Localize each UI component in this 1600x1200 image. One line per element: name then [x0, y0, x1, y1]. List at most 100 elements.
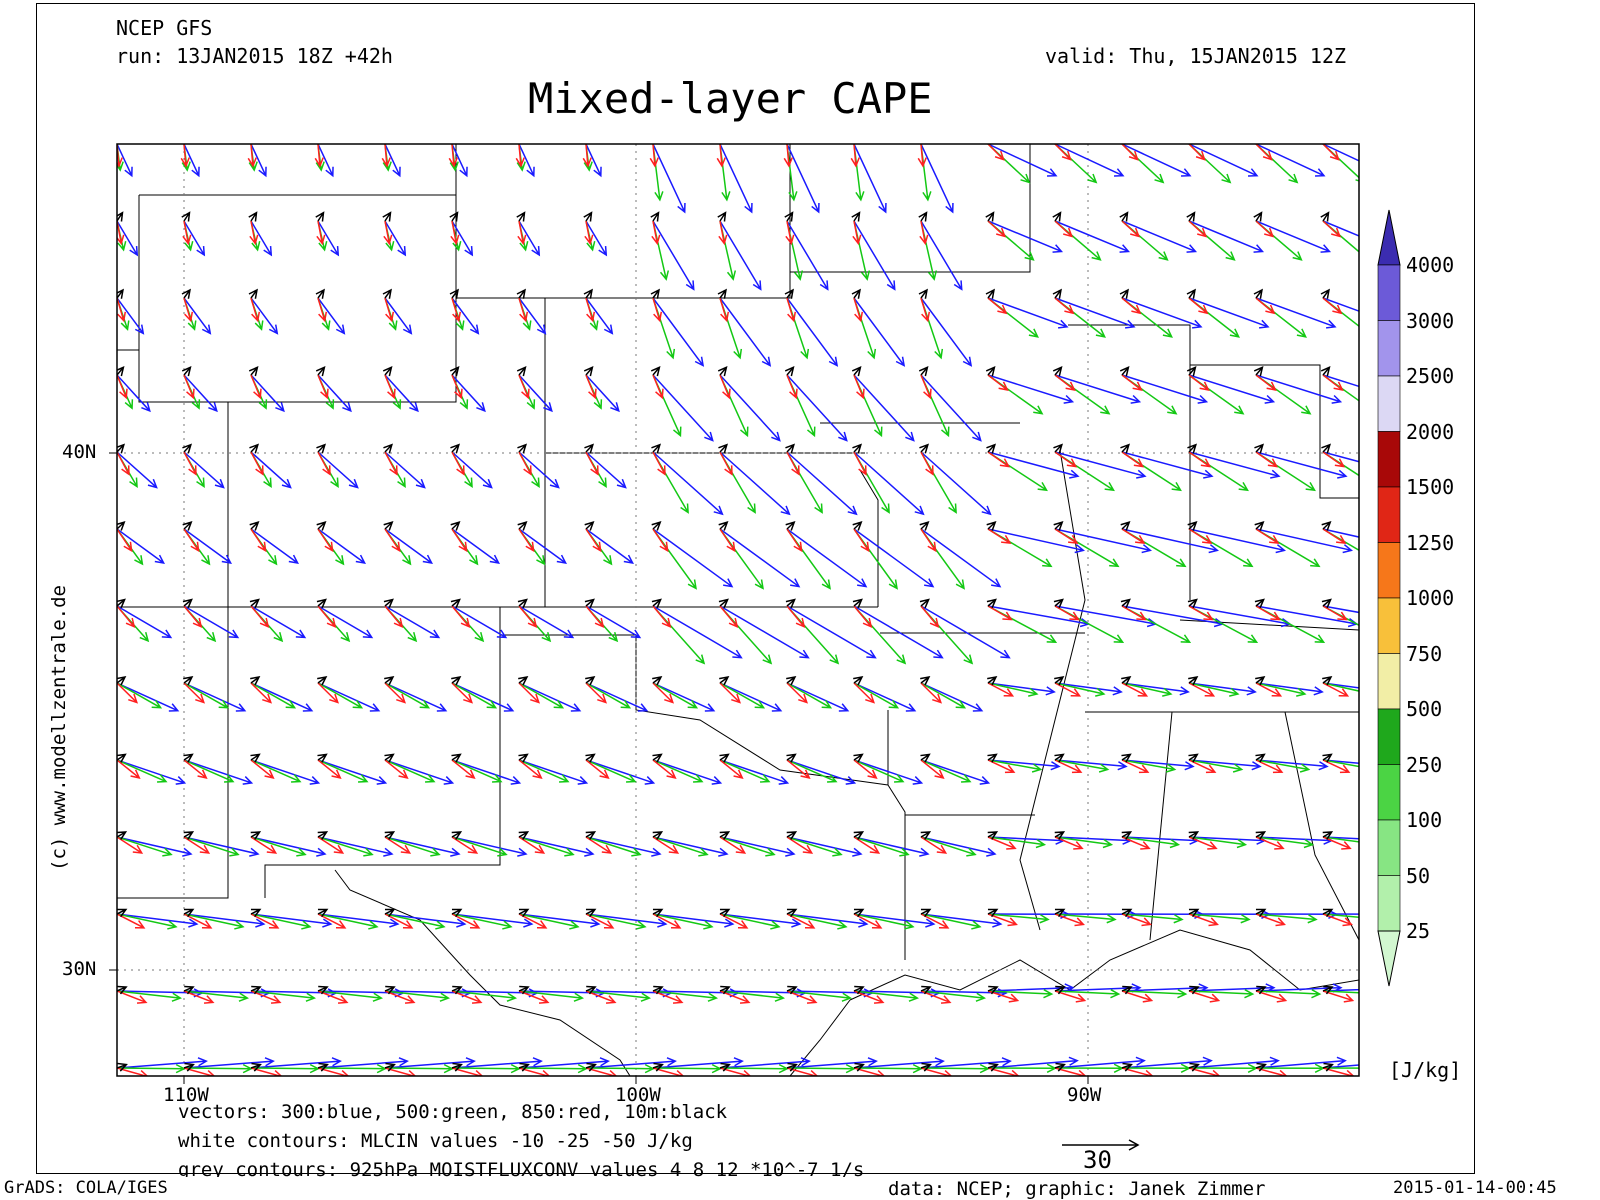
wind-arrow: [585, 831, 597, 840]
wind-arrow: [1188, 1056, 1280, 1069]
wind-arrow: [787, 144, 793, 145]
wind-arrow: [853, 297, 864, 323]
wind-arrow: [518, 985, 530, 995]
wind-arrow: [651, 443, 661, 454]
wind-arrow: [518, 451, 532, 476]
wind-arrow: [784, 211, 794, 222]
footer-timestamp: 2015-01-14-00:45: [1393, 1178, 1557, 1198]
colorbar-level-label: 1250: [1406, 530, 1455, 555]
wind-arrow: [1255, 528, 1280, 544]
wind-arrow: [1188, 989, 1255, 999]
wind-arrow: [987, 451, 1011, 468]
wind-arrow: [852, 520, 863, 531]
wind-arrow: [1255, 374, 1343, 404]
wind-arrow: [1255, 297, 1276, 315]
wind-arrow: [519, 144, 525, 145]
wind-arrow: [317, 605, 337, 629]
wind-arrow: [785, 443, 795, 454]
wind-arrow: [250, 1057, 342, 1069]
wind-arrow: [249, 220, 259, 246]
wind-arrow: [1255, 682, 1324, 696]
wind-arrow: [117, 836, 193, 857]
wind-arrow: [786, 836, 863, 857]
wind-arrow: [183, 528, 233, 564]
wind-arrow: [117, 759, 187, 785]
wind-arrow: [1255, 913, 1318, 924]
wind-arrow: [853, 605, 873, 629]
wind-arrow: [183, 451, 225, 489]
wind-arrow: [250, 220, 273, 257]
wind-arrow: [719, 1057, 811, 1069]
wind-arrow: [1188, 1062, 1200, 1072]
wind-arrow: [317, 528, 367, 564]
wind-arrow: [1120, 443, 1130, 454]
wind-arrow: [1256, 144, 1262, 145]
wind-arrow: [652, 985, 664, 995]
wind-arrow: [652, 682, 716, 712]
wind-arrow: [450, 598, 461, 609]
wind-arrow: [317, 451, 331, 476]
wind-arrow: [317, 374, 352, 413]
wind-arrow: [1255, 985, 1267, 995]
wind-arrow: [1054, 759, 1110, 773]
wind-arrow: [719, 682, 742, 704]
wind-arrow: [117, 297, 127, 323]
colorbar-unit: [J/kg]: [1389, 1058, 1462, 1082]
wind-arrow: [719, 528, 801, 588]
wind-arrow: [1322, 990, 1359, 994]
wind-arrow: [585, 985, 597, 995]
wind-arrow: [853, 908, 865, 918]
wind-arrow: [250, 753, 261, 763]
wind-arrow: [719, 753, 730, 763]
wind-arrow: [1255, 605, 1281, 621]
wind-arrow: [987, 682, 1039, 697]
wind-arrow: [1188, 451, 1212, 468]
wind-arrow: [987, 836, 1047, 849]
wind-arrow: [652, 753, 663, 763]
wind-arrow: [719, 913, 781, 930]
wind-arrow: [1186, 288, 1196, 299]
wind-arrow: [786, 908, 798, 918]
wind-arrow: [852, 598, 863, 609]
wind-arrow: [384, 759, 409, 779]
wind-arrow: [451, 297, 480, 335]
colorbar-segment: [1377, 320, 1401, 377]
wind-arrow: [786, 528, 803, 553]
wind-arrow: [1255, 374, 1277, 391]
wind-arrow: [920, 675, 931, 686]
wind-arrow: [451, 297, 462, 323]
wind-arrow: [183, 990, 250, 1002]
wind-arrow: [518, 144, 535, 178]
wind-arrow: [1054, 528, 1079, 544]
wind-arrow: [1255, 297, 1337, 329]
wind-arrow: [117, 990, 183, 1002]
wind-arrow: [250, 682, 314, 712]
wind-arrow: [652, 451, 724, 516]
wind-arrow: [583, 366, 594, 377]
lon-label-100w: 100W: [615, 1084, 661, 1106]
wind-arrow: [1120, 520, 1131, 531]
wind-arrow: [250, 374, 285, 413]
wind-arrow: [1321, 598, 1332, 609]
wind-arrow: [851, 288, 861, 299]
wind-arrow: [1322, 682, 1359, 689]
wind-arrow: [1119, 211, 1129, 222]
wind-arrow: [918, 288, 928, 299]
valid-time: valid: Thu, 15JAN2015 12Z: [1045, 44, 1347, 68]
wind-arrow: [786, 753, 797, 763]
wind-arrow: [987, 759, 1061, 771]
wind-arrow: [517, 520, 528, 531]
wind-arrow: [250, 374, 262, 400]
wind-arrow: [518, 374, 553, 413]
wind-arrow: [851, 211, 861, 222]
wind-arrow: [1255, 144, 1273, 161]
wind-arrow: [920, 836, 977, 857]
wind-arrow: [183, 682, 230, 709]
wind-arrow: [987, 989, 1054, 999]
wind-arrow: [1254, 520, 1265, 531]
wind-arrow: [250, 682, 273, 704]
wind-arrow: [987, 682, 1015, 697]
wind-arrow: [719, 451, 733, 476]
wind-arrow: [181, 211, 191, 222]
wind-arrow: [1322, 374, 1359, 388]
